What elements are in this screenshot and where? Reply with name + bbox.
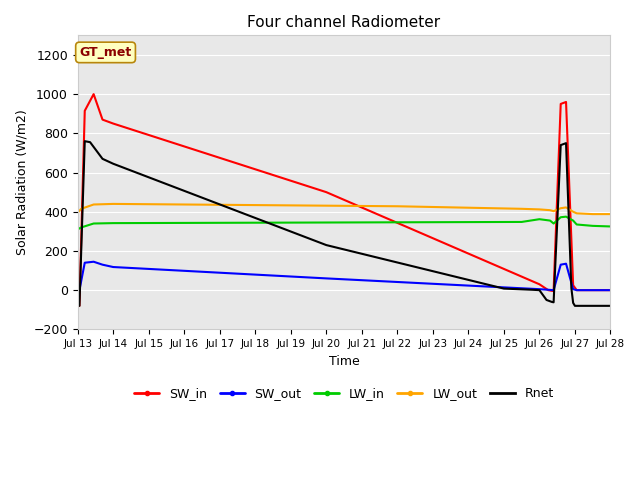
Title: Four channel Radiometer: Four channel Radiometer	[248, 15, 440, 30]
Text: GT_met: GT_met	[79, 46, 132, 59]
Legend: SW_in, SW_out, LW_in, LW_out, Rnet: SW_in, SW_out, LW_in, LW_out, Rnet	[129, 383, 559, 406]
Y-axis label: Solar Radiation (W/m2): Solar Radiation (W/m2)	[15, 109, 28, 255]
X-axis label: Time: Time	[329, 355, 360, 368]
